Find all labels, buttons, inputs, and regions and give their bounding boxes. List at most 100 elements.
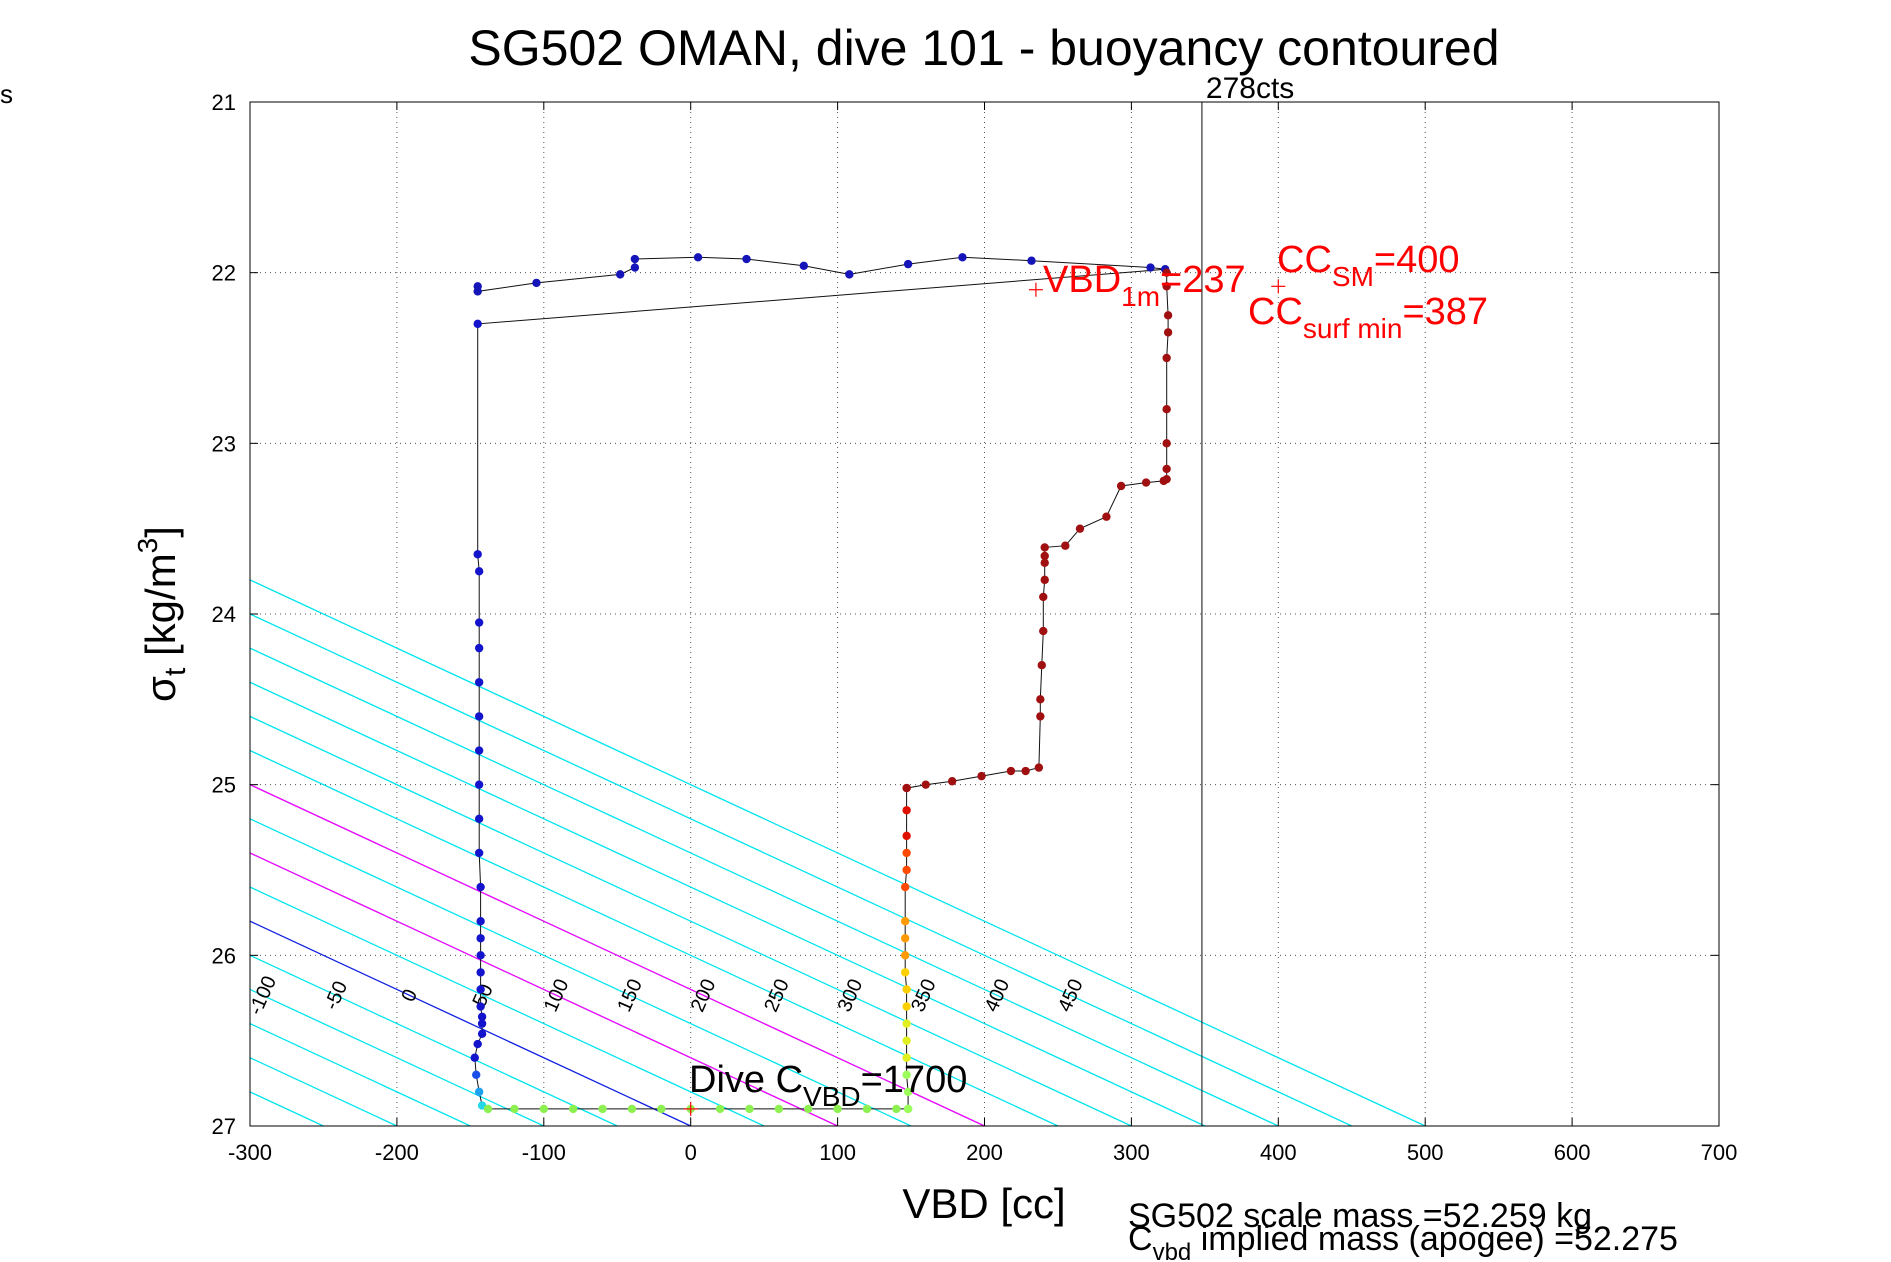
x-tick-label-9: 600 (1554, 1140, 1591, 1165)
contour-line-zero (250, 920, 691, 1126)
data-point-3-5 (902, 1019, 911, 1028)
data-point-3-8 (900, 968, 910, 977)
dive-cvbd-sub: VBD (803, 1081, 861, 1112)
data-point-4-5 (1021, 766, 1030, 776)
data-point-4-30 (1162, 268, 1171, 277)
data-point-0-1 (473, 287, 482, 296)
dive-cvbd-annotation: Dive CVBD=1700 (689, 1059, 967, 1112)
data-point-4-4 (1006, 766, 1016, 776)
data-point-2-8 (715, 1104, 725, 1114)
data-point-4-1 (921, 780, 930, 789)
data-point-1-20 (477, 1029, 487, 1039)
data-point-3-10 (900, 934, 910, 943)
data-point-4-14 (1040, 551, 1049, 561)
contour-line-400 (250, 647, 1279, 1126)
data-point-1-0 (473, 319, 482, 329)
data-point-1-14 (476, 951, 485, 960)
y-axis-label: σt [kg/m3] (132, 526, 192, 702)
data-point-1-7 (474, 746, 484, 755)
data-point-0-7 (742, 254, 751, 264)
data-point-0-4 (630, 263, 640, 272)
data-point-1-9 (474, 814, 484, 823)
data-point-3-14 (902, 848, 911, 858)
cc-sm-main: CC (1277, 239, 1332, 281)
contour-line-500 (250, 579, 1426, 1126)
y-label-close: ] (137, 526, 184, 538)
data-point-3-1 (903, 1087, 913, 1097)
data-point-3-0 (903, 1104, 913, 1114)
data-point-3-7 (902, 985, 911, 994)
vbd-1m-sub: 1m (1121, 281, 1160, 312)
corner-text: s (0, 79, 13, 109)
x-tick-label-10: 700 (1701, 1140, 1738, 1165)
data-point-4-29 (1162, 282, 1171, 291)
data-point-0-3 (615, 270, 625, 279)
data-point-4-12 (1040, 575, 1049, 585)
x-tick-label-3: 0 (685, 1140, 697, 1165)
data-point-4-7 (1036, 712, 1045, 721)
data-point-4-24 (1162, 439, 1171, 448)
data-point-3-2 (902, 1070, 911, 1080)
data-point-0-12 (1027, 256, 1036, 265)
reference-vline-label: 278cts (1206, 72, 1294, 105)
contour-line-magenta-200 (250, 783, 985, 1126)
data-point-0-6 (693, 253, 703, 262)
data-point-4-11 (1039, 592, 1048, 602)
data-point-0-13 (1146, 263, 1155, 272)
data-point-1-16 (476, 985, 485, 994)
buoyancy-contours (250, 579, 1426, 1126)
data-point-2-9 (745, 1104, 754, 1114)
cc-surf-main: CC (1248, 291, 1303, 333)
data-point-4-26 (1162, 353, 1171, 363)
data-point-4-19 (1116, 481, 1126, 491)
data-point-2-11 (804, 1104, 813, 1114)
data-point-1-21 (473, 1039, 482, 1049)
data-point-1-18 (477, 1012, 487, 1021)
data-point-3-3 (902, 1053, 911, 1062)
y-label-units: [kg/m (137, 553, 184, 667)
data-point-1-23 (472, 1070, 481, 1080)
y-tick-label-0: 21 (212, 90, 236, 115)
data-point-4-6 (1034, 763, 1044, 772)
data-point-1-5 (474, 678, 484, 687)
data-point-0-5 (630, 254, 640, 264)
dive-cvbd-value: =1700 (861, 1059, 968, 1101)
data-point-4-3 (977, 771, 986, 781)
data-point-4-0 (902, 783, 911, 793)
x-tick-label-4: 100 (819, 1140, 856, 1165)
data-point-1-17 (476, 1002, 485, 1011)
data-point-4-8 (1036, 695, 1045, 704)
y-tick-label-4: 25 (212, 773, 236, 798)
data-point-3-4 (902, 1036, 911, 1045)
data-point-0-2 (532, 278, 541, 288)
vbd-1m-value: =237 (1160, 259, 1246, 301)
implied-rest: implied mass (apogee) =52.275 (1191, 1220, 1678, 1258)
data-point-2-6 (657, 1104, 666, 1114)
data-point-2-3 (568, 1104, 578, 1114)
x-tick-label-7: 400 (1260, 1140, 1297, 1165)
data-point-0-10 (903, 259, 913, 269)
data-point-4-16 (1061, 541, 1070, 550)
dive-trajectory (470, 253, 1173, 1114)
data-point-4-20 (1141, 478, 1151, 487)
x-tick-label-6: 300 (1113, 1140, 1150, 1165)
vbd-1m-annotation: VBD1m=237 (1043, 259, 1246, 312)
y-label-sub: t (159, 667, 192, 676)
cc-sm-sub: SM (1332, 261, 1374, 292)
y-tick-label-1: 22 (212, 261, 236, 286)
data-point-4-15 (1040, 543, 1049, 552)
data-point-0-8 (799, 261, 809, 271)
data-point-4-2 (947, 777, 957, 786)
data-point-1-6 (474, 712, 484, 721)
data-point-1-2 (474, 567, 484, 576)
data-point-3-9 (900, 951, 910, 960)
data-point-4-10 (1039, 626, 1048, 636)
data-point-3-15 (902, 831, 911, 841)
data-point-4-13 (1040, 558, 1049, 567)
data-point-4-9 (1037, 661, 1046, 670)
implied-main: C (1128, 1220, 1153, 1258)
contour-line-magenta-100 (250, 852, 838, 1126)
data-point-1-1 (473, 550, 482, 559)
data-point-1-4 (474, 643, 484, 653)
data-point-2-5 (627, 1104, 637, 1114)
